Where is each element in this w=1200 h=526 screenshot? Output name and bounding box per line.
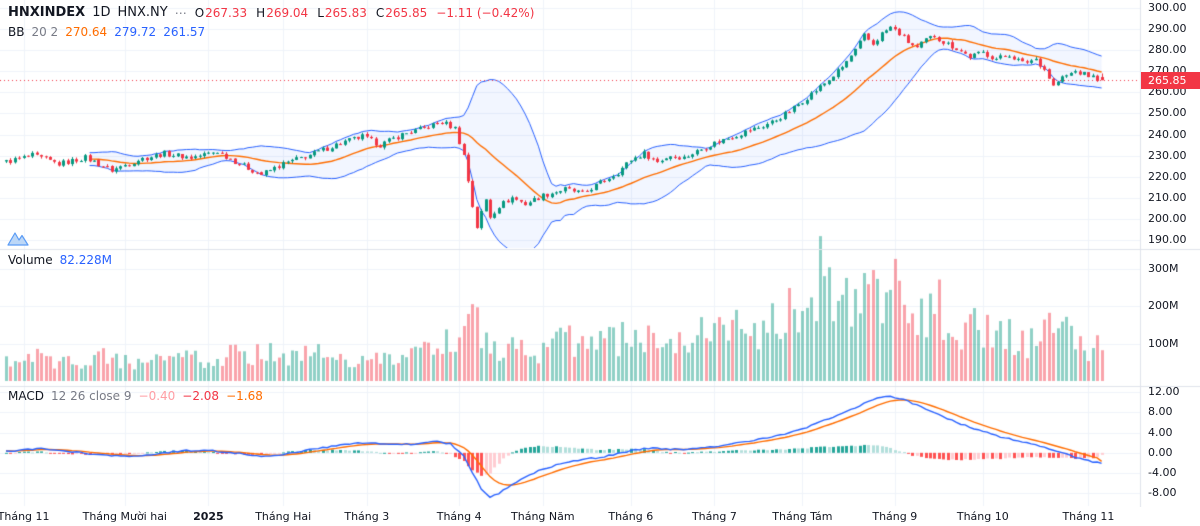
time-tick-label: 2025: [193, 510, 224, 523]
macd-tick-label: 8.00: [1148, 405, 1173, 419]
price-tick-label: 230.00: [1148, 148, 1187, 162]
macd-legend[interactable]: MACD 12 26 close 9 −0.40 −2.08 −1.68: [8, 389, 263, 403]
price-tick-label: 240.00: [1148, 127, 1187, 141]
time-tick-label: Tháng Năm: [511, 510, 575, 523]
bb-indicator-row[interactable]: BB 20 2 270.64 279.72 261.57: [8, 25, 534, 39]
low-value: 265.83: [324, 5, 367, 20]
macd-signal-value: −1.68: [226, 389, 263, 403]
volume-legend[interactable]: Volume 82.228M: [8, 253, 112, 267]
price-tick-label: 190.00: [1148, 232, 1187, 246]
time-tick-label: Tháng 4: [436, 510, 482, 523]
high-label: H: [256, 5, 266, 20]
macd-tick-label: 0.00: [1148, 445, 1173, 459]
macd-tick-label: -8.00: [1148, 486, 1177, 500]
price-tick-label: 290.00: [1148, 22, 1187, 36]
ohlc-close: C265.85: [376, 6, 427, 20]
macd-line-value: −2.08: [182, 389, 220, 403]
ohlc-open: O267.33: [195, 6, 247, 20]
volume-tick-label: 200M: [1148, 299, 1179, 313]
price-tick-label: 220.00: [1148, 169, 1187, 183]
low-label: L: [317, 5, 324, 20]
time-tick-label: Tháng 6: [608, 510, 654, 523]
time-tick-label: Tháng Mười hai: [82, 510, 167, 523]
volume-value: 82.228M: [59, 253, 112, 267]
volume-tick-label: 300M: [1148, 261, 1179, 275]
high-value: 269.04: [266, 5, 309, 20]
ohlc-high: H269.04: [256, 6, 308, 20]
price-tick-label: 280.00: [1148, 43, 1187, 57]
price-axis[interactable]: 300.00 290.00 280.00 270.00 260.00 250.00 240.…: [1140, 0, 1200, 507]
macd-params: 12 26 close 9: [50, 389, 132, 403]
volume-tick-label: 100M: [1148, 336, 1179, 350]
macd-label: MACD: [8, 389, 44, 403]
time-tick-label: Tháng 11: [1062, 510, 1115, 523]
time-tick-label: Tháng 10: [956, 510, 1009, 523]
symbol-name[interactable]: HNXINDEX: [8, 5, 86, 20]
ohlc-low: L265.83: [317, 6, 367, 20]
macd-tick-label: 12.00: [1148, 385, 1180, 399]
bb-basis-value: 270.64: [65, 25, 108, 39]
main-legend: HNXINDEX 1D HNX.NY ⋯ O267.33 H269.04 L26…: [8, 5, 534, 39]
price-tick-label: 250.00: [1148, 106, 1187, 120]
close-value: 265.85: [385, 5, 428, 20]
time-tick-label: Tháng 11: [0, 510, 50, 523]
more-options-icon[interactable]: ⋯: [174, 5, 188, 20]
macd-tick-label: -4.00: [1148, 466, 1177, 480]
price-tick-label: 300.00: [1148, 1, 1187, 15]
price-tick-label: 200.00: [1148, 211, 1187, 225]
time-tick-label: Tháng 9: [872, 510, 918, 523]
change-value: −1.11 (−0.42%): [436, 5, 535, 20]
bb-lower-value: 261.57: [163, 25, 206, 39]
bb-name: BB: [8, 25, 25, 39]
price-tick-label: 210.00: [1148, 190, 1187, 204]
symbol-row[interactable]: HNXINDEX 1D HNX.NY ⋯ O267.33 H269.04 L26…: [8, 5, 534, 20]
time-axis[interactable]: Tháng 11 Tháng Mười hai 2025 Tháng Hai Tháng…: [0, 507, 1200, 526]
open-label: O: [194, 5, 205, 20]
time-tick-label: Tháng Tám: [772, 510, 833, 523]
open-value: 267.33: [205, 5, 248, 20]
time-tick-label: Tháng 3: [344, 510, 390, 523]
mountain-logo-icon[interactable]: [7, 229, 29, 247]
interval-label[interactable]: 1D: [92, 5, 111, 20]
macd-hist-value: −0.40: [138, 389, 176, 403]
bb-upper-value: 279.72: [114, 25, 157, 39]
close-label: C: [375, 5, 385, 20]
time-tick-label: Tháng Hai: [255, 510, 312, 523]
macd-tick-label: 4.00: [1148, 425, 1173, 439]
last-price-label: 265.85: [1141, 72, 1200, 90]
bb-params: 20 2: [31, 25, 59, 39]
time-tick-label: Tháng 7: [691, 510, 737, 523]
exchange-label: HNX.NY: [117, 5, 168, 20]
volume-label: Volume: [8, 253, 53, 267]
